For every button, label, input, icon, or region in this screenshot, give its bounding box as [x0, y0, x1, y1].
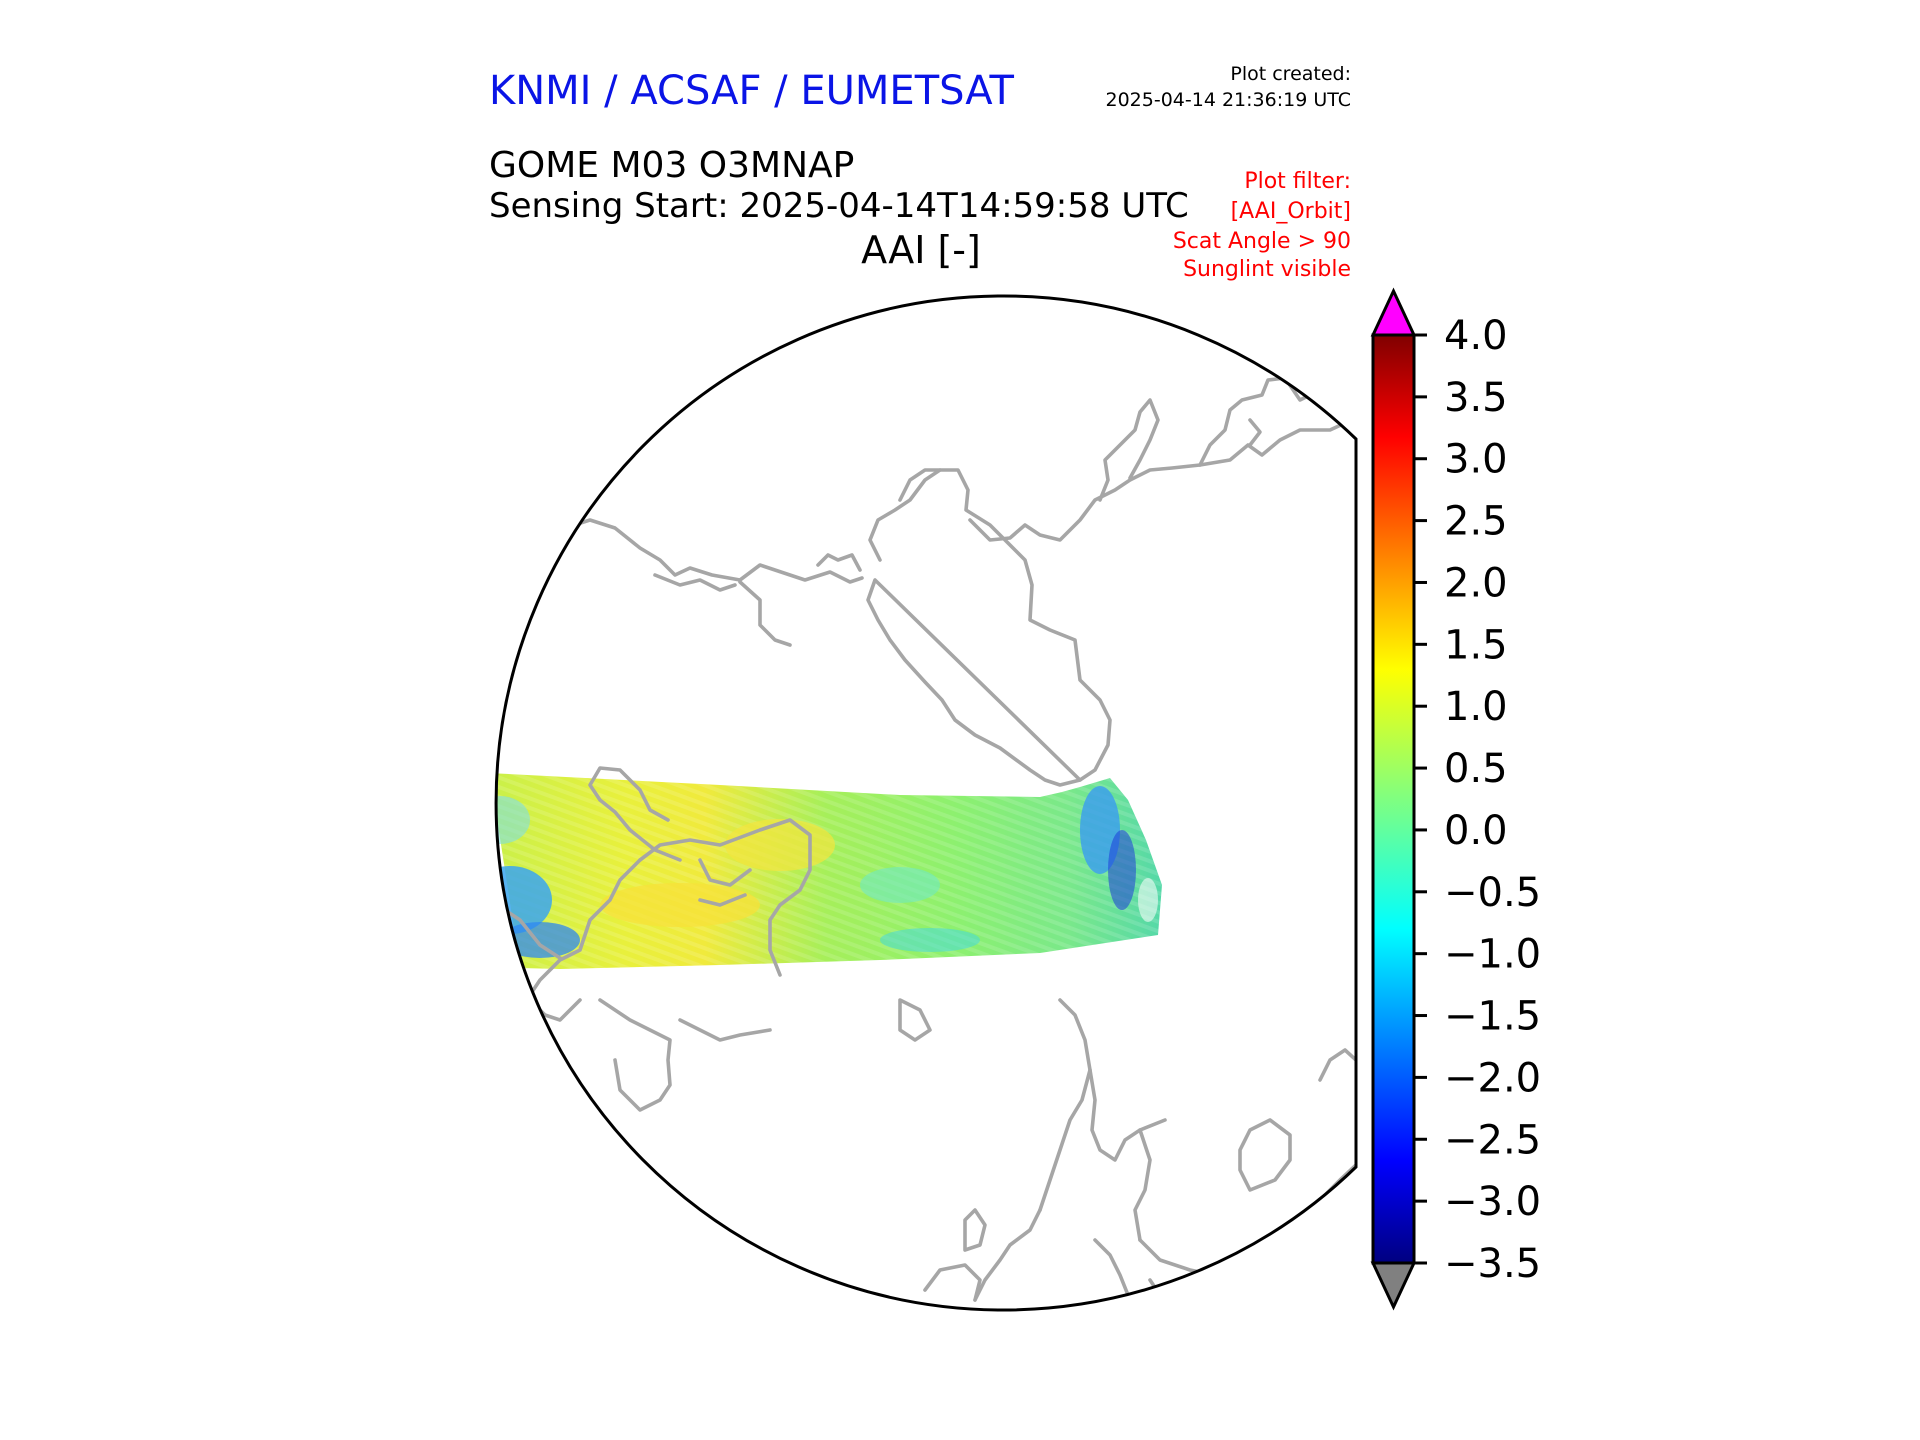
colorbar-extend-min: [1370, 1261, 1417, 1311]
colorbar-tick-label: −2.5: [1444, 1117, 1541, 1163]
agency-title: KNMI / ACSAF / EUMETSAT: [489, 68, 1014, 114]
colorbar-tick-label: −1.5: [1444, 994, 1541, 1040]
colorbar-tick-label: 2.5: [1444, 499, 1508, 545]
colorbar-ticks: 4.0 3.5 3.0 2.5 2.0 1.5 1.0 0.5 0.0 −0.5 −1.0 −1.5 −…: [1414, 313, 1541, 1287]
variable-title: AAI [-]: [861, 228, 981, 272]
colorbar-tick-label: −0.5: [1444, 870, 1541, 916]
colorbar-tick-label: 3.5: [1444, 375, 1508, 421]
colorbar-tick-label: −2.0: [1444, 1055, 1541, 1101]
colorbar-tick-label: −1.0: [1444, 932, 1541, 978]
plot-filter-orbit: [AAI_Orbit]: [1230, 199, 1351, 224]
aai-swath: [496, 773, 1162, 969]
product-name: GOME M03 O3MNAP: [489, 145, 855, 186]
colorbar-tick-label: 3.0: [1444, 437, 1508, 483]
colorbar-tick-label: 1.5: [1444, 622, 1508, 668]
colorbar-tick-label: 2.0: [1444, 560, 1508, 606]
colorbar-tick-label: −3.0: [1444, 1179, 1541, 1225]
plot-filter-label: Plot filter:: [1244, 169, 1351, 194]
coastlines: [496, 376, 1357, 1311]
colorbar-gradient: [1371, 333, 1416, 1265]
colorbar-tick-label: 0.0: [1444, 808, 1508, 854]
colorbar-tick-label: −3.5: [1444, 1241, 1541, 1287]
colorbar-tick-label: 1.0: [1444, 684, 1508, 730]
plot-filter-scat-angle: Scat Angle > 90: [1172, 229, 1351, 254]
colorbar-tick-label: 0.5: [1444, 746, 1508, 792]
colorbar-tick-label: 4.0: [1444, 313, 1508, 359]
colorbar-extend-max: [1370, 287, 1417, 337]
plot-created-time: 2025-04-14 21:36:19 UTC: [1105, 89, 1352, 111]
plot-created-label: Plot created:: [1230, 63, 1351, 85]
sensing-start: Sensing Start: 2025-04-14T14:59:58 UTC: [489, 186, 1189, 226]
plot-filter-sunglint: Sunglint visible: [1183, 257, 1351, 282]
map-boundary: [494, 294, 1358, 1312]
